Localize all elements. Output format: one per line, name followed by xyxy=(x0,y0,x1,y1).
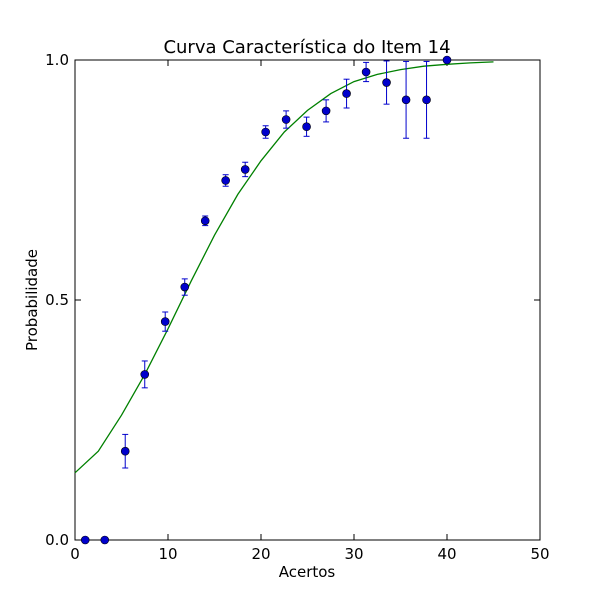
plot-area xyxy=(74,59,541,541)
data-point xyxy=(120,446,130,456)
data-point xyxy=(401,95,411,105)
y-tick-label: 0.5 xyxy=(45,291,69,309)
data-point xyxy=(342,89,351,98)
x-tick-label: 50 xyxy=(530,545,549,563)
data-point xyxy=(361,67,371,77)
data-point xyxy=(240,165,250,174)
data-point xyxy=(281,115,291,124)
data-point xyxy=(180,282,190,292)
data-point xyxy=(302,122,311,132)
data-point xyxy=(221,176,230,185)
y-axis-label: Probabilidade xyxy=(23,249,41,351)
y-axis-ticks: 0.0 0.5 1.0 xyxy=(45,51,540,549)
data-point xyxy=(140,370,150,379)
data-point xyxy=(160,317,170,326)
x-tick-label: 20 xyxy=(251,545,270,563)
data-point xyxy=(100,535,110,545)
x-tick-label: 0 xyxy=(70,545,80,563)
chart-title: Curva Característica do Item 14 xyxy=(163,37,450,58)
data-point xyxy=(382,78,391,87)
data-point xyxy=(200,216,210,226)
data-point xyxy=(80,535,90,545)
data-point xyxy=(422,95,431,105)
data-point xyxy=(261,127,270,137)
y-tick-label: 1.0 xyxy=(45,51,69,69)
x-axis-label: Acertos xyxy=(279,563,336,581)
data-point xyxy=(321,106,331,116)
x-tick-label: 10 xyxy=(158,545,177,563)
data-point xyxy=(442,55,452,65)
data-points xyxy=(80,55,452,545)
x-tick-label: 40 xyxy=(437,545,456,563)
y-tick-label: 0.0 xyxy=(45,531,69,549)
x-tick-label: 30 xyxy=(344,545,363,563)
x-axis-ticks: 0 10 20 30 40 50 xyxy=(70,60,550,563)
